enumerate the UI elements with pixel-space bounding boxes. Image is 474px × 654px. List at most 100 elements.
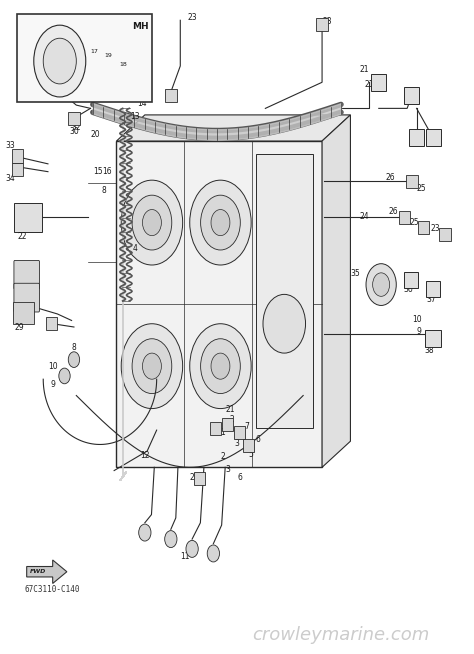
Text: 29: 29 [15,323,25,332]
Circle shape [34,25,86,97]
Text: 11: 11 [180,552,190,560]
Polygon shape [117,115,350,141]
Text: 10: 10 [412,315,421,324]
Circle shape [201,195,240,250]
Text: 8: 8 [72,343,76,352]
Text: 7: 7 [244,422,249,431]
Text: 25: 25 [417,184,426,193]
Text: 26: 26 [388,207,398,216]
Circle shape [143,209,161,235]
FancyBboxPatch shape [409,129,424,146]
Circle shape [103,69,111,80]
Text: 9: 9 [417,326,421,336]
Circle shape [59,368,70,384]
Bar [17,14,152,102]
Text: 5: 5 [249,450,254,458]
Text: 24: 24 [360,213,370,221]
Circle shape [43,38,76,84]
Text: 26: 26 [386,173,395,182]
Text: 18: 18 [119,62,127,67]
Polygon shape [322,115,350,468]
Text: 34: 34 [5,174,15,182]
FancyBboxPatch shape [426,129,441,146]
Text: 16: 16 [102,167,112,176]
Text: 4: 4 [133,244,138,252]
Text: 20: 20 [91,130,100,139]
Text: 28: 28 [48,323,57,332]
Text: 6: 6 [237,473,242,483]
FancyBboxPatch shape [165,89,176,102]
Circle shape [132,339,172,394]
FancyBboxPatch shape [317,18,328,31]
Circle shape [263,294,306,353]
Circle shape [190,180,251,265]
FancyBboxPatch shape [371,74,386,91]
Text: 21: 21 [360,65,369,75]
Text: 23: 23 [322,16,332,26]
Text: 10: 10 [48,362,57,371]
Circle shape [190,324,251,409]
FancyBboxPatch shape [11,163,23,175]
FancyBboxPatch shape [90,60,101,73]
FancyBboxPatch shape [439,228,451,241]
Text: 38: 38 [424,346,434,355]
FancyBboxPatch shape [406,175,418,188]
Text: 67C3110-C140: 67C3110-C140 [24,585,80,594]
Text: 23: 23 [119,76,128,85]
Text: 36: 36 [403,285,413,294]
Text: 35: 35 [350,269,360,278]
Text: 32: 32 [72,124,81,133]
Bar [256,154,313,428]
FancyBboxPatch shape [426,281,440,297]
Circle shape [373,273,390,296]
Text: 3: 3 [225,465,230,474]
FancyBboxPatch shape [193,472,205,485]
Circle shape [68,352,80,368]
Text: 12: 12 [140,451,150,460]
FancyBboxPatch shape [54,87,65,100]
FancyBboxPatch shape [46,317,57,330]
Circle shape [132,195,172,250]
Text: 15: 15 [93,167,102,176]
Text: 2: 2 [220,452,225,461]
FancyBboxPatch shape [222,419,233,432]
FancyBboxPatch shape [234,426,245,439]
FancyBboxPatch shape [404,272,418,288]
Circle shape [207,545,219,562]
Circle shape [139,524,151,541]
FancyBboxPatch shape [425,330,441,347]
Text: 6: 6 [256,435,261,444]
FancyBboxPatch shape [14,260,39,289]
Text: 9: 9 [50,380,55,389]
Text: 21: 21 [365,80,374,89]
Circle shape [186,540,198,557]
Text: MH: MH [132,22,148,31]
Circle shape [121,324,182,409]
Circle shape [211,209,230,235]
Text: 8: 8 [101,186,106,195]
FancyBboxPatch shape [13,302,34,324]
Polygon shape [27,560,67,583]
FancyBboxPatch shape [243,439,255,453]
Text: 25: 25 [410,218,419,226]
Text: 14: 14 [137,99,147,109]
Text: 22: 22 [17,232,27,241]
Text: FWD: FWD [30,569,47,574]
Circle shape [121,180,182,265]
Circle shape [164,530,177,547]
Circle shape [113,72,120,82]
Text: 19: 19 [105,54,112,58]
FancyBboxPatch shape [418,221,429,234]
Bar [117,141,322,468]
Circle shape [366,264,396,305]
Text: 37: 37 [426,295,436,304]
FancyBboxPatch shape [11,150,23,163]
FancyBboxPatch shape [210,422,221,435]
Text: 30: 30 [69,127,79,136]
FancyBboxPatch shape [399,211,410,224]
Circle shape [211,353,230,379]
FancyBboxPatch shape [68,112,80,125]
Text: 33: 33 [5,141,15,150]
Text: 2: 2 [230,415,235,424]
FancyBboxPatch shape [404,87,419,104]
